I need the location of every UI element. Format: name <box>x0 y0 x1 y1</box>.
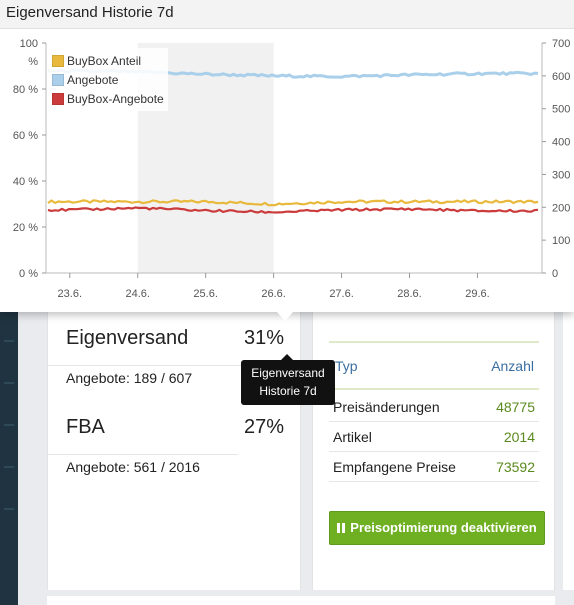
legend-label: Angebote <box>67 72 119 87</box>
y-tick-label-left: 20 % <box>13 222 38 234</box>
table-row: Artikel 2014 <box>329 422 539 452</box>
row-label: Artikel <box>333 429 372 445</box>
eigenversand-title[interactable]: Eigenversand <box>66 327 189 349</box>
divider <box>48 454 238 455</box>
row-label: Preisänderungen <box>333 399 440 415</box>
price-stats-card: Typ Anzahl Preisänderungen 48775 Artikel… <box>312 312 555 590</box>
series-line-3 <box>47 206 539 214</box>
x-tick-label: 24.6. <box>125 288 149 300</box>
eigenversand-offers: Angebote: 189 / 607 <box>66 370 193 386</box>
series-line-1 <box>47 199 539 207</box>
fba-title[interactable]: FBA <box>66 416 105 438</box>
y-tick-label-left: 80 % <box>13 84 38 96</box>
tooltip-line: Historie 7d <box>259 384 317 398</box>
legend-swatch <box>52 54 64 67</box>
fba-percent[interactable]: 27% <box>244 416 285 438</box>
y-tick-label-right: 600 <box>552 71 570 83</box>
deactivate-price-optimization-button[interactable]: Preisoptimierung deaktivieren <box>329 511 545 545</box>
y-tick-label-right: 300 <box>552 169 570 181</box>
row-value: 73592 <box>496 459 535 475</box>
popup-caret <box>277 312 293 321</box>
popup-title: Eigenversand Historie 7d <box>0 0 574 29</box>
column-header-anzahl: Anzahl <box>491 358 534 374</box>
table-row: Preisänderungen 48775 <box>329 392 539 422</box>
y-tick-label-right: 200 <box>552 202 570 214</box>
y-tick-label-left: 100 <box>20 38 38 50</box>
divider <box>48 365 302 366</box>
legend-swatch <box>52 73 64 86</box>
legend-swatch <box>52 92 64 105</box>
row-value: 48775 <box>496 399 535 415</box>
x-tick-label: 29.6. <box>465 288 489 300</box>
chart-legend: BuyBox Anteil Angebote BuyBox-Angebote <box>48 48 168 111</box>
history-popup: Eigenversand Historie 7d 0 % 20 % 40 % 60 %… <box>0 0 574 312</box>
divider <box>329 388 539 390</box>
y-tick-label-right: 700 <box>552 38 570 50</box>
pause-icon <box>337 513 347 545</box>
column-header-typ: Typ <box>335 358 358 374</box>
y-tick-label-left: % <box>28 56 38 68</box>
stats-card: Eigenversand 31% Angebote: 189 / 607 FBA… <box>47 312 302 590</box>
row-label: Empfangene Preise <box>333 459 456 475</box>
x-tick-label: 28.6. <box>397 288 421 300</box>
y-tick-label-left: 0 % <box>19 268 38 280</box>
legend-item[interactable]: Angebote <box>52 70 164 89</box>
y-tick-label-left: 60 % <box>13 130 38 142</box>
button-label: Preisoptimierung deaktivieren <box>350 520 537 535</box>
card-edge <box>563 312 574 590</box>
table-row: Empfangene Preise 73592 <box>329 452 539 482</box>
legend-item[interactable]: BuyBox-Angebote <box>52 89 164 108</box>
eigenversand-percent[interactable]: 31% <box>244 327 285 349</box>
divider <box>329 341 539 343</box>
legend-label: BuyBox Anteil <box>67 53 142 68</box>
x-tick-label: 26.6. <box>261 288 285 300</box>
sidebar-strip <box>0 300 18 605</box>
x-tick-label: 23.6. <box>58 288 82 300</box>
x-tick-label: 25.6. <box>193 288 217 300</box>
tooltip-line: Eigenversand <box>251 366 325 380</box>
y-tick-label-right: 0 <box>552 268 558 280</box>
bottom-card <box>47 596 555 605</box>
legend-item[interactable]: BuyBox Anteil <box>52 51 164 70</box>
y-tick-label-right: 400 <box>552 137 570 149</box>
y-tick-label-right: 500 <box>552 104 570 116</box>
x-tick-label: 27.6. <box>329 288 353 300</box>
y-tick-label-right: 100 <box>552 235 570 247</box>
chart-svg: 0 % 20 % 40 % 60 % 80 % 100% 0 100 200 300 400 500 6… <box>13 38 570 300</box>
row-value: 2014 <box>503 429 535 445</box>
y-tick-label-left: 40 % <box>13 176 38 188</box>
fba-offers: Angebote: 561 / 2016 <box>66 459 200 475</box>
history-chart: 0 % 20 % 40 % 60 % 80 % 100% 0 100 200 300 400 500 6… <box>0 30 574 312</box>
legend-label: BuyBox-Angebote <box>67 91 164 106</box>
tooltip: Eigenversand Historie 7d <box>241 354 335 405</box>
